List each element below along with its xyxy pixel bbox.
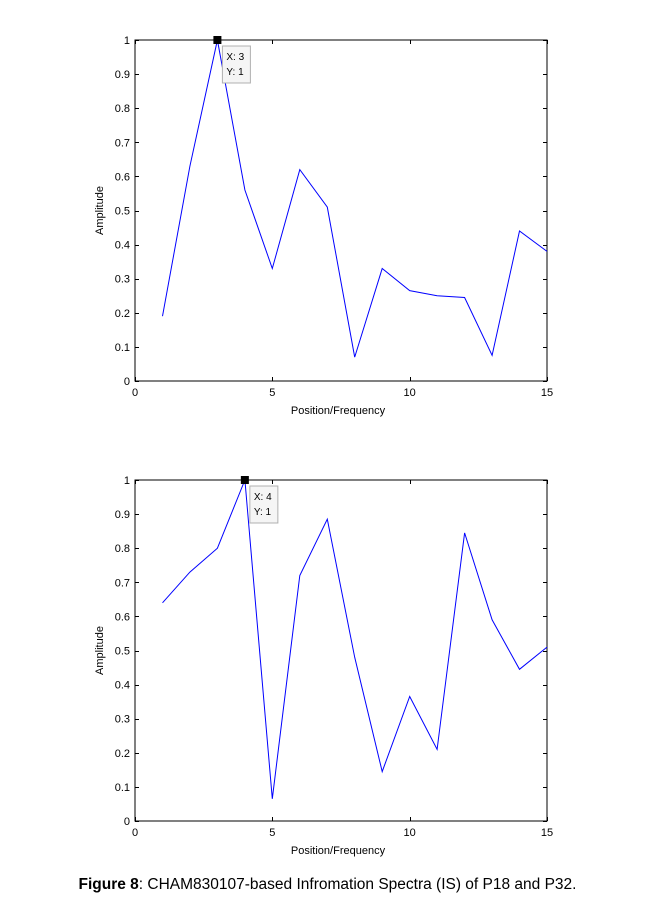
datatip-x-label: X: 4 [254,492,272,503]
y-tick-label: 0.6 [115,171,130,183]
figure-canvas: 00.10.20.30.40.50.60.70.80.910 5 10 15Posit… [94,35,553,857]
figure-caption-text: : CHAM830107-based Infromation Spectra (… [138,876,577,893]
y-tick-label: 0 [124,376,130,388]
plot-area [134,39,548,382]
y-tick-label: 1 [124,35,130,47]
y-tick-label: 0.8 [115,103,130,115]
x-tick-label: 0 [132,827,138,839]
y-tick-label: 0.9 [115,509,130,521]
y-tick-label: 0.3 [115,714,130,726]
datatip-y-label: Y: 1 [254,507,272,518]
y-tick-label: 0.9 [115,69,130,81]
y-tick-label: 0.2 [115,748,130,760]
datatip-marker [240,476,249,484]
y-tick-label: 0.7 [115,137,130,149]
y-tick-label: 0.3 [115,274,130,286]
y-tick-label: 0.4 [115,680,130,692]
series-line [162,39,548,358]
y-tick-label: 1 [124,475,130,487]
datatip-marker [213,36,222,44]
x-tick-label: 5 [269,827,275,839]
y-tick-label: 0.1 [115,782,130,794]
figure-caption-label: Figure 8 [78,876,139,893]
figure-caption: Figure 8: CHAM830107-based Infromation S… [0,876,655,894]
datatip-box [221,45,251,84]
y-tick-label: 0.6 [115,611,130,623]
y-tick-label: 0.7 [115,577,130,589]
y-axis-label: Amplitude [94,626,106,675]
chart-2: 00.10.20.30.40.50.60.70.80.910 5 10 15Posit… [94,475,553,857]
y-tick-label: 0.2 [115,308,130,320]
y-tick-label: 0.8 [115,543,130,555]
x-axis-label: Position/Frequency [291,405,386,417]
x-tick-label: 0 [132,387,138,399]
x-tick-label: 15 [541,827,553,839]
datatip-x-label: X: 3 [226,52,244,63]
datatip-box [249,485,279,524]
chart-1: 00.10.20.30.40.50.60.70.80.910 5 10 15Posit… [94,35,553,417]
series-line [162,479,548,799]
x-tick-label: 10 [404,387,416,399]
x-tick-label: 10 [404,827,416,839]
x-tick-label: 5 [269,387,275,399]
datatip-y-label: Y: 1 [226,67,244,78]
y-tick-label: 0 [124,816,130,828]
y-tick-label: 0.5 [115,206,130,218]
y-tick-label: 0.5 [115,646,130,658]
x-tick-label: 15 [541,387,553,399]
y-tick-label: 0.1 [115,342,130,354]
y-axis-label: Amplitude [94,186,106,235]
plot-area [134,479,548,822]
y-tick-label: 0.4 [115,240,130,252]
x-axis-label: Position/Frequency [291,845,386,857]
